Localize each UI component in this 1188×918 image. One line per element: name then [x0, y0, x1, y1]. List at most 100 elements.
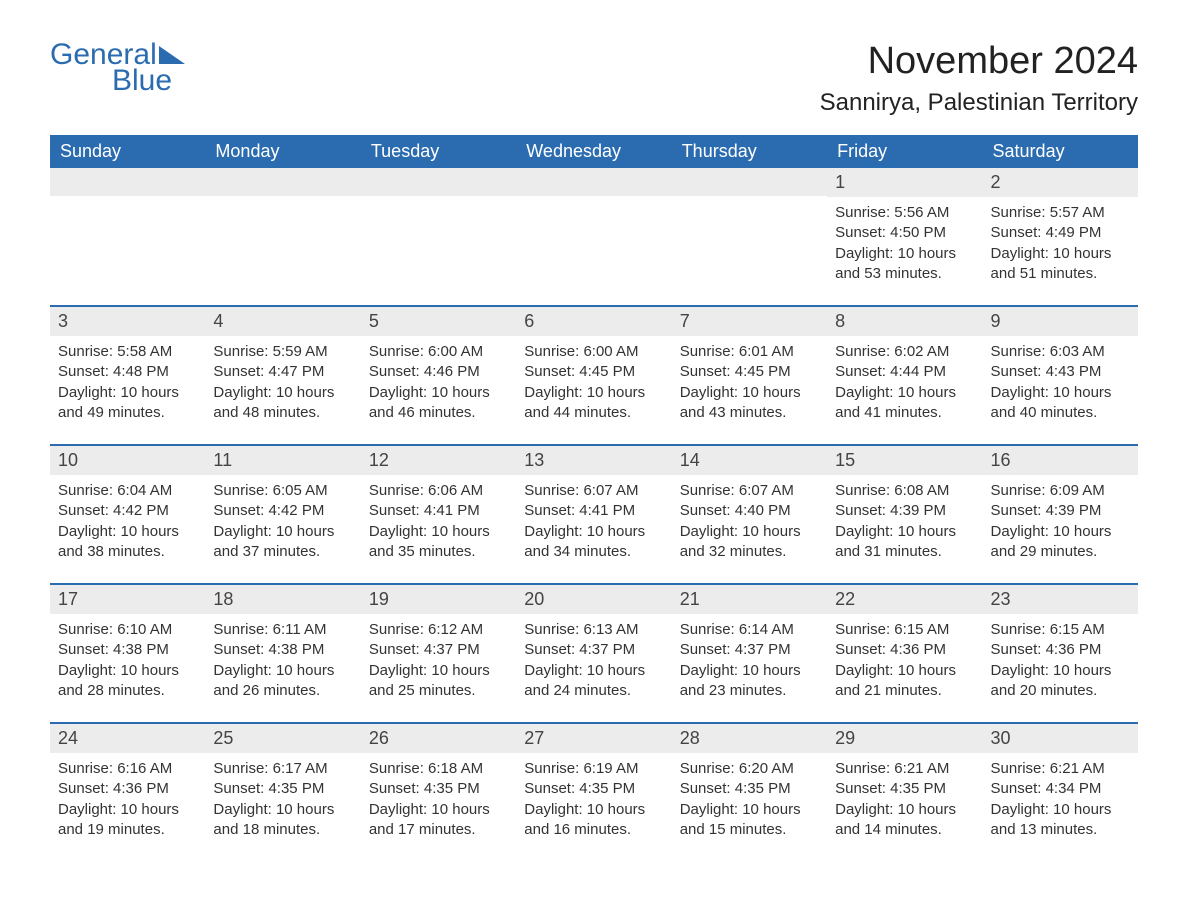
- daylight-line: Daylight: 10 hours and 18 minutes.: [213, 800, 352, 841]
- day-content: Sunrise: 6:14 AMSunset: 4:37 PMDaylight:…: [672, 614, 827, 722]
- calendar-day-cell: 4Sunrise: 5:59 AMSunset: 4:47 PMDaylight…: [205, 306, 360, 445]
- day-header: Friday: [827, 135, 982, 168]
- day-header: Tuesday: [361, 135, 516, 168]
- daylight-line: Daylight: 10 hours and 48 minutes.: [213, 383, 352, 424]
- day-number: 2: [983, 168, 1138, 197]
- day-number-empty: [205, 168, 360, 196]
- day-number: 19: [361, 585, 516, 614]
- day-content: Sunrise: 6:00 AMSunset: 4:46 PMDaylight:…: [361, 336, 516, 444]
- day-number-empty: [361, 168, 516, 196]
- calendar-week-row: 24Sunrise: 6:16 AMSunset: 4:36 PMDayligh…: [50, 723, 1138, 861]
- sunrise-line: Sunrise: 6:07 AM: [680, 481, 819, 501]
- day-header: Saturday: [983, 135, 1138, 168]
- sunrise-line: Sunrise: 6:10 AM: [58, 620, 197, 640]
- calendar-week-row: 10Sunrise: 6:04 AMSunset: 4:42 PMDayligh…: [50, 445, 1138, 584]
- sunset-line: Sunset: 4:39 PM: [991, 501, 1130, 521]
- day-number: 30: [983, 724, 1138, 753]
- day-number: 27: [516, 724, 671, 753]
- calendar-day-cell: 18Sunrise: 6:11 AMSunset: 4:38 PMDayligh…: [205, 584, 360, 723]
- daylight-line: Daylight: 10 hours and 20 minutes.: [991, 661, 1130, 702]
- calendar-day-cell: 2Sunrise: 5:57 AMSunset: 4:49 PMDaylight…: [983, 168, 1138, 306]
- daylight-line: Daylight: 10 hours and 49 minutes.: [58, 383, 197, 424]
- calendar-day-cell: 26Sunrise: 6:18 AMSunset: 4:35 PMDayligh…: [361, 723, 516, 861]
- calendar-day-cell: 28Sunrise: 6:20 AMSunset: 4:35 PMDayligh…: [672, 723, 827, 861]
- sunset-line: Sunset: 4:37 PM: [680, 640, 819, 660]
- sunset-line: Sunset: 4:34 PM: [991, 779, 1130, 799]
- day-number: 5: [361, 307, 516, 336]
- sunrise-line: Sunrise: 6:00 AM: [524, 342, 663, 362]
- sunset-line: Sunset: 4:45 PM: [524, 362, 663, 382]
- sunrise-line: Sunrise: 6:06 AM: [369, 481, 508, 501]
- day-content: Sunrise: 6:15 AMSunset: 4:36 PMDaylight:…: [983, 614, 1138, 722]
- day-content-empty: [205, 196, 360, 304]
- sunset-line: Sunset: 4:44 PM: [835, 362, 974, 382]
- day-header: Wednesday: [516, 135, 671, 168]
- sunset-line: Sunset: 4:37 PM: [524, 640, 663, 660]
- sunrise-line: Sunrise: 6:05 AM: [213, 481, 352, 501]
- calendar-day-cell: 5Sunrise: 6:00 AMSunset: 4:46 PMDaylight…: [361, 306, 516, 445]
- sunset-line: Sunset: 4:41 PM: [369, 501, 508, 521]
- calendar-day-cell: 21Sunrise: 6:14 AMSunset: 4:37 PMDayligh…: [672, 584, 827, 723]
- daylight-line: Daylight: 10 hours and 37 minutes.: [213, 522, 352, 563]
- day-content: Sunrise: 6:19 AMSunset: 4:35 PMDaylight:…: [516, 753, 671, 861]
- header: General Blue November 2024 Sannirya, Pal…: [50, 40, 1138, 117]
- day-number-empty: [50, 168, 205, 196]
- sunset-line: Sunset: 4:50 PM: [835, 223, 974, 243]
- sunrise-line: Sunrise: 6:16 AM: [58, 759, 197, 779]
- sunrise-line: Sunrise: 6:01 AM: [680, 342, 819, 362]
- day-number: 25: [205, 724, 360, 753]
- day-content: Sunrise: 6:12 AMSunset: 4:37 PMDaylight:…: [361, 614, 516, 722]
- day-content: Sunrise: 6:07 AMSunset: 4:41 PMDaylight:…: [516, 475, 671, 583]
- calendar-week-row: 1Sunrise: 5:56 AMSunset: 4:50 PMDaylight…: [50, 168, 1138, 306]
- sunset-line: Sunset: 4:35 PM: [524, 779, 663, 799]
- daylight-line: Daylight: 10 hours and 53 minutes.: [835, 244, 974, 285]
- day-content: Sunrise: 6:15 AMSunset: 4:36 PMDaylight:…: [827, 614, 982, 722]
- sunset-line: Sunset: 4:48 PM: [58, 362, 197, 382]
- sunrise-line: Sunrise: 6:12 AM: [369, 620, 508, 640]
- sunset-line: Sunset: 4:43 PM: [991, 362, 1130, 382]
- day-number: 7: [672, 307, 827, 336]
- day-number: 26: [361, 724, 516, 753]
- daylight-line: Daylight: 10 hours and 46 minutes.: [369, 383, 508, 424]
- calendar-day-cell: 30Sunrise: 6:21 AMSunset: 4:34 PMDayligh…: [983, 723, 1138, 861]
- calendar-day-cell: 6Sunrise: 6:00 AMSunset: 4:45 PMDaylight…: [516, 306, 671, 445]
- daylight-line: Daylight: 10 hours and 21 minutes.: [835, 661, 974, 702]
- day-number: 13: [516, 446, 671, 475]
- calendar-day-cell: 11Sunrise: 6:05 AMSunset: 4:42 PMDayligh…: [205, 445, 360, 584]
- day-number: 12: [361, 446, 516, 475]
- calendar-day-cell: 7Sunrise: 6:01 AMSunset: 4:45 PMDaylight…: [672, 306, 827, 445]
- sunset-line: Sunset: 4:45 PM: [680, 362, 819, 382]
- day-number: 23: [983, 585, 1138, 614]
- daylight-line: Daylight: 10 hours and 44 minutes.: [524, 383, 663, 424]
- sunset-line: Sunset: 4:38 PM: [213, 640, 352, 660]
- day-content: Sunrise: 6:09 AMSunset: 4:39 PMDaylight:…: [983, 475, 1138, 583]
- daylight-line: Daylight: 10 hours and 35 minutes.: [369, 522, 508, 563]
- day-content: Sunrise: 6:20 AMSunset: 4:35 PMDaylight:…: [672, 753, 827, 861]
- sunrise-line: Sunrise: 5:59 AM: [213, 342, 352, 362]
- sunset-line: Sunset: 4:37 PM: [369, 640, 508, 660]
- day-number: 14: [672, 446, 827, 475]
- day-content-empty: [516, 196, 671, 304]
- day-number-empty: [516, 168, 671, 196]
- sunset-line: Sunset: 4:42 PM: [58, 501, 197, 521]
- day-content: Sunrise: 6:11 AMSunset: 4:38 PMDaylight:…: [205, 614, 360, 722]
- sunrise-line: Sunrise: 6:21 AM: [835, 759, 974, 779]
- daylight-line: Daylight: 10 hours and 32 minutes.: [680, 522, 819, 563]
- calendar-day-cell: 8Sunrise: 6:02 AMSunset: 4:44 PMDaylight…: [827, 306, 982, 445]
- sunrise-line: Sunrise: 5:57 AM: [991, 203, 1130, 223]
- daylight-line: Daylight: 10 hours and 13 minutes.: [991, 800, 1130, 841]
- sunset-line: Sunset: 4:47 PM: [213, 362, 352, 382]
- sunset-line: Sunset: 4:35 PM: [213, 779, 352, 799]
- sunset-line: Sunset: 4:40 PM: [680, 501, 819, 521]
- day-number: 18: [205, 585, 360, 614]
- sunset-line: Sunset: 4:42 PM: [213, 501, 352, 521]
- calendar-day-cell: 20Sunrise: 6:13 AMSunset: 4:37 PMDayligh…: [516, 584, 671, 723]
- calendar-day-cell: 24Sunrise: 6:16 AMSunset: 4:36 PMDayligh…: [50, 723, 205, 861]
- day-content-empty: [672, 196, 827, 304]
- month-title: November 2024: [820, 40, 1138, 83]
- sunrise-line: Sunrise: 6:19 AM: [524, 759, 663, 779]
- day-content: Sunrise: 6:21 AMSunset: 4:35 PMDaylight:…: [827, 753, 982, 861]
- sunset-line: Sunset: 4:35 PM: [835, 779, 974, 799]
- sunrise-line: Sunrise: 6:00 AM: [369, 342, 508, 362]
- day-content: Sunrise: 5:59 AMSunset: 4:47 PMDaylight:…: [205, 336, 360, 444]
